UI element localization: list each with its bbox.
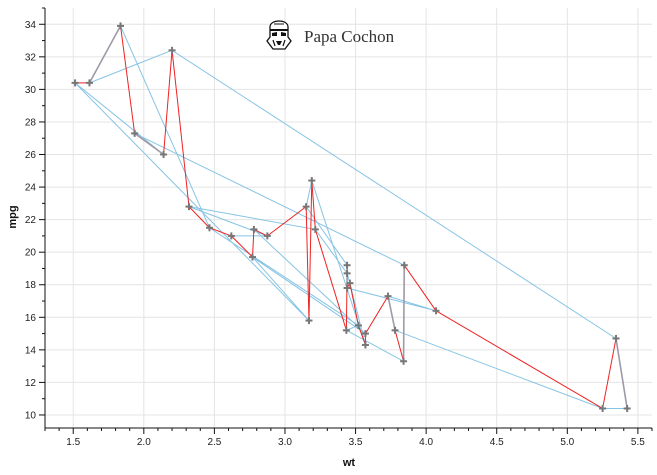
- sorted-line-segment: [134, 132, 165, 156]
- sorted-line-segment: [88, 25, 122, 84]
- y-tick-label: 32: [25, 52, 37, 63]
- data-point-marker: [361, 341, 369, 349]
- sorted-line-segment: [403, 264, 437, 312]
- sorted-line-segment: [209, 227, 232, 237]
- sorted-line-segment: [171, 50, 190, 207]
- data-point-marker: [71, 79, 79, 87]
- sorted-line-segment: [402, 265, 406, 362]
- data-point-marker: [250, 225, 258, 233]
- series-lines: [74, 24, 628, 409]
- sorted-line-segment: [387, 295, 396, 331]
- x-axis-label: wt: [342, 457, 356, 469]
- x-tick-label: 2.5: [207, 437, 221, 448]
- sorted-line-segment: [188, 206, 210, 229]
- grid-lines: [45, 8, 652, 428]
- sorted-line-segment: [602, 338, 617, 409]
- data-point-marker: [249, 253, 257, 261]
- sorted-line-segment: [365, 295, 389, 334]
- data-point-marker: [117, 22, 125, 30]
- data-point-marker: [599, 404, 607, 412]
- sorted-line-segment: [314, 229, 347, 331]
- y-tick-label: 24: [25, 183, 37, 194]
- sorted-line-segment: [120, 25, 136, 134]
- sorted-line-segment: [615, 338, 628, 409]
- sorted-line-segment: [163, 50, 173, 155]
- y-tick-label: 22: [25, 215, 37, 226]
- x-tick-label: 5.0: [560, 437, 574, 448]
- x-tick-label: 3.0: [278, 437, 292, 448]
- series-original-order-line: [74, 24, 628, 409]
- sorted-line-segment: [253, 228, 268, 237]
- data-point-marker: [384, 292, 392, 300]
- series-markers: [71, 22, 631, 412]
- data-point-marker: [343, 261, 351, 269]
- sorted-line-segment: [435, 310, 603, 409]
- data-point-marker: [612, 334, 620, 342]
- data-point-marker: [85, 79, 93, 87]
- data-point-marker: [227, 232, 235, 240]
- data-point-marker: [302, 203, 310, 211]
- data-point-marker: [263, 232, 271, 240]
- axes: 1.5 2.0 2.5 3.0 3.5 4.0 4.5 5.0 5.5 10 12 14 16 18 20 2…: [25, 7, 653, 448]
- data-point-marker: [623, 404, 631, 412]
- data-point-marker: [308, 177, 316, 185]
- data-point-marker: [361, 330, 369, 338]
- y-tick-label: 26: [25, 150, 37, 161]
- data-point-marker: [205, 224, 213, 232]
- sorted-line-segment: [267, 206, 307, 237]
- y-tick-label: 10: [25, 410, 37, 421]
- data-point-marker: [400, 261, 408, 269]
- data-point-marker: [342, 326, 350, 334]
- x-tick-label: 4.5: [490, 437, 504, 448]
- x-tick-label: 3.5: [349, 437, 363, 448]
- data-point-marker: [354, 321, 362, 329]
- y-tick-label: 16: [25, 313, 37, 324]
- y-tick-label: 20: [25, 248, 37, 259]
- y-tick-label: 18: [25, 280, 37, 291]
- x-tick-label: 1.5: [66, 437, 80, 448]
- sorted-line-segment: [230, 235, 253, 258]
- y-tick-label: 28: [25, 117, 37, 128]
- sorted-line-segment: [349, 283, 359, 326]
- data-point-marker: [311, 225, 319, 233]
- x-tick-label: 4.0: [419, 437, 433, 448]
- x-tick-label: 2.0: [137, 437, 151, 448]
- data-point-marker: [160, 151, 168, 159]
- chart-title: Papa Cochon: [304, 27, 395, 46]
- data-point-marker: [432, 307, 440, 315]
- sorted-line-segment: [357, 325, 366, 346]
- sorted-line-segment: [308, 180, 313, 321]
- sorted-line-segment: [305, 206, 310, 321]
- sorted-line-segment: [311, 180, 316, 230]
- stormtrooper-helmet-icon: [266, 20, 292, 50]
- chart-title-group: Papa Cochon: [266, 20, 395, 50]
- data-point-marker: [131, 129, 139, 137]
- data-point-marker: [343, 269, 351, 277]
- y-axis-label: mpg: [7, 205, 19, 228]
- data-point-marker: [185, 203, 193, 211]
- data-point-marker: [391, 326, 399, 334]
- y-tick-label: 34: [25, 20, 37, 31]
- y-tick-label: 30: [25, 85, 37, 96]
- sorted-line-segment: [252, 229, 255, 258]
- data-point-marker: [400, 357, 408, 365]
- x-tick-label: 5.5: [631, 437, 645, 448]
- data-point-marker: [346, 279, 354, 287]
- sorted-line-segment: [394, 330, 405, 362]
- data-point-marker: [168, 46, 176, 54]
- data-point-marker: [343, 284, 351, 292]
- data-point-marker: [305, 317, 313, 325]
- y-tick-label: 12: [25, 378, 37, 389]
- y-tick-label: 14: [25, 345, 37, 356]
